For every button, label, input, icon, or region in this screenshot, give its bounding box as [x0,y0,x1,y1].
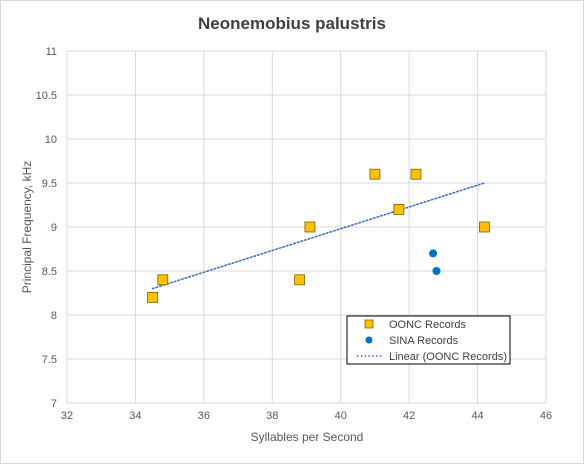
data-point-square [147,291,158,303]
y-tick-label: 11 [46,46,57,58]
legend-marker-circle [365,336,373,344]
y-tick-label: 10.5 [36,90,57,102]
data-point-circle [432,267,441,275]
x-tick-label: 34 [129,410,141,422]
trendline-layer [151,182,486,290]
y-tick-label: 7 [51,398,57,410]
data-points [147,168,490,303]
data-point-square [304,221,316,233]
legend-label: SINA Records [389,335,459,347]
legend-box [346,315,511,365]
x-tick-label: 42 [403,410,415,422]
data-point-square [157,274,169,286]
data-point-square [393,203,405,215]
x-tick-label: 32 [61,410,73,422]
legend-marker-square [364,319,374,329]
trendline [151,182,486,290]
data-point-circle [429,249,438,258]
x-tick-label: 36 [198,410,210,422]
y-tick-label: 7.5 [42,354,57,366]
data-point-square [294,274,306,286]
y-tick-label: 9.5 [42,178,57,190]
y-tick-label: 8.5 [42,266,57,278]
data-point-square [369,168,381,180]
tick-labels: 32 34 36 38 40 42 44 46 7 7.5 8 8.5 9 9.5 10 10.5 11 [36,46,553,422]
data-point-square [410,168,422,180]
x-axis-title: Syllables per Second [251,430,364,444]
legend: OONC Records SINA Records Linear (OONC Rec… [346,315,511,365]
y-axis-title: Principal Frequency, kHz [20,161,34,294]
legend-label: OONC Records [389,319,467,331]
y-tick-label: 8 [51,310,57,322]
data-point-square [479,221,490,233]
x-tick-label: 40 [335,410,347,422]
legend-label: Linear (OONC Records) [389,351,507,363]
x-tick-label: 44 [471,410,483,422]
y-tick-label: 10 [45,134,57,146]
y-tick-label: 9 [51,222,57,234]
x-tick-label: 38 [266,410,278,422]
x-tick-label: 46 [540,410,552,422]
chart-title: Neonemobius palustris [198,14,386,33]
